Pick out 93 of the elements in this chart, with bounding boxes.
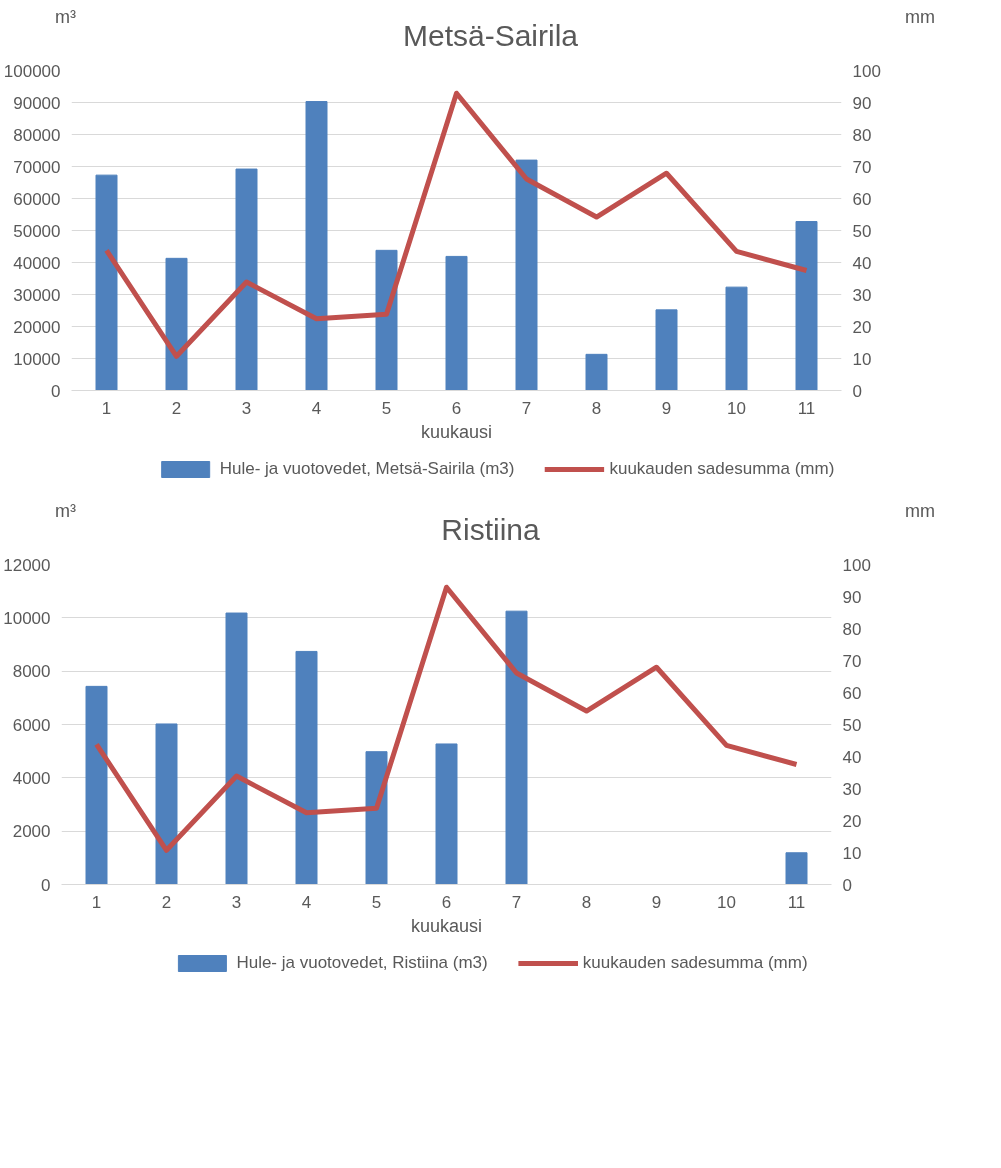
bar: [785, 852, 808, 885]
y2-tick-label: 80: [842, 619, 862, 639]
y-tick-label: 70000: [13, 157, 61, 177]
x-tick-label: 6: [441, 892, 452, 912]
y-tick-label: 8000: [12, 662, 51, 682]
y2-tick-label: 100: [842, 555, 871, 575]
y-axis-title: m³: [54, 500, 76, 523]
bar: [795, 221, 818, 391]
y2-tick-label: 80: [852, 125, 872, 145]
x-tick-label: 9: [661, 398, 672, 418]
x-tick-label: 4: [311, 398, 322, 418]
bar: [155, 723, 178, 885]
bar: [375, 249, 398, 391]
y-tick-label: 0: [51, 381, 61, 401]
y2-tick-label: 10: [842, 843, 862, 863]
bar: [85, 685, 108, 885]
x-tick-label: 11: [797, 398, 816, 418]
y-tick-label: 20000: [13, 317, 61, 337]
bar: [225, 612, 248, 885]
y-tick-label: 50000: [13, 221, 61, 241]
x-tick-label: 2: [171, 398, 182, 418]
chart-title: Metsä-Sairila: [402, 18, 579, 54]
y2-axis-title: mm: [905, 6, 935, 29]
y-tick-label: 30000: [13, 285, 61, 305]
x-tick-label: 9: [651, 892, 662, 912]
y-tick-label: 0: [41, 875, 51, 895]
y-tick-label: 80000: [13, 125, 61, 145]
bar: [655, 309, 678, 391]
y2-tick-label: 30: [852, 285, 872, 305]
y2-tick-label: 70: [852, 157, 872, 177]
bar: [435, 743, 458, 885]
y-tick-label: 90000: [13, 93, 61, 113]
bar: [445, 255, 468, 391]
y2-tick-label: 100: [852, 61, 881, 81]
legend-label: kuukauden sadesumma (mm): [609, 459, 835, 479]
chart-title: Ristiina: [441, 512, 540, 548]
y-tick-label: 4000: [12, 768, 51, 788]
legend-label: kuukauden sadesumma (mm): [582, 953, 808, 973]
y2-tick-label: 0: [852, 381, 862, 401]
bar: [235, 168, 258, 391]
y-tick-label: 2000: [12, 822, 51, 842]
y2-tick-label: 20: [842, 811, 862, 831]
bar: [505, 610, 528, 885]
y-tick-label: 10000: [13, 349, 61, 369]
x-tick-label: 6: [451, 398, 462, 418]
x-tick-label: 3: [231, 892, 242, 912]
y-tick-label: 100000: [3, 61, 61, 81]
y2-tick-label: 40: [852, 253, 872, 273]
x-tick-label: 5: [371, 892, 382, 912]
x-tick-label: 1: [91, 892, 102, 912]
x-tick-label: 5: [381, 398, 392, 418]
y2-tick-label: 40: [842, 747, 862, 767]
bar: [725, 286, 748, 391]
y-tick-label: 60000: [13, 189, 61, 209]
bar: [305, 101, 328, 391]
y2-tick-label: 60: [842, 683, 862, 703]
legend-label: Hule- ja vuotovedet, Metsä-Sairila (m3): [219, 459, 515, 479]
y-tick-label: 40000: [13, 253, 61, 273]
y2-tick-label: 90: [852, 93, 872, 113]
y-tick-label: 12000: [3, 555, 51, 575]
y2-tick-label: 90: [842, 587, 862, 607]
bar: [95, 174, 118, 391]
y2-tick-label: 70: [842, 651, 862, 671]
y2-tick-label: 10: [852, 349, 872, 369]
y2-axis-title: mm: [905, 500, 935, 523]
x-tick-label: 10: [727, 398, 746, 418]
x-axis-title: kuukausi: [410, 915, 483, 936]
y2-tick-label: 60: [852, 189, 872, 209]
x-tick-label: 4: [301, 892, 312, 912]
bar: [165, 257, 188, 391]
bar: [295, 650, 318, 885]
x-tick-label: 3: [241, 398, 252, 418]
y-tick-label: 10000: [3, 608, 51, 628]
y-axis-title: m³: [54, 6, 76, 29]
x-axis-title: kuukausi: [420, 421, 493, 442]
x-tick-label: 8: [591, 398, 602, 418]
x-tick-label: 2: [161, 892, 172, 912]
x-tick-label: 1: [101, 398, 112, 418]
legend-label: Hule- ja vuotovedet, Ristiina (m3): [236, 953, 488, 973]
y2-tick-label: 50: [852, 221, 872, 241]
x-tick-label: 7: [511, 892, 522, 912]
x-tick-label: 10: [717, 892, 736, 912]
y2-tick-label: 20: [852, 317, 872, 337]
y-tick-label: 6000: [12, 715, 51, 735]
y2-tick-label: 30: [842, 779, 862, 799]
x-tick-label: 8: [581, 892, 592, 912]
bar: [515, 159, 538, 391]
x-tick-label: 7: [521, 398, 532, 418]
bar: [365, 751, 388, 885]
x-tick-label: 11: [787, 892, 806, 912]
bar: [585, 353, 608, 391]
y2-tick-label: 0: [842, 875, 852, 895]
y2-tick-label: 50: [842, 715, 862, 735]
